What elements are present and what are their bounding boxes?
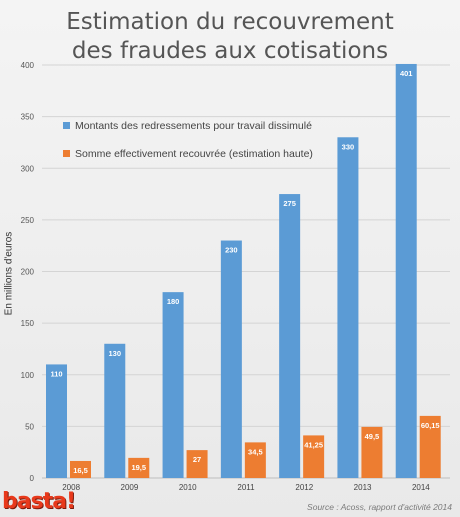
bar-2012-recouvre	[303, 435, 325, 478]
y-tick-label: 350	[21, 113, 35, 122]
bar-2013-recouvre	[361, 426, 383, 478]
chart-title: Estimation du recouvrement des fraudes a…	[0, 8, 460, 66]
bar-2010-recouvre	[186, 450, 208, 478]
bar-2014-redressements	[395, 63, 417, 478]
bar-2014-recouvre	[419, 415, 441, 478]
bar-2008-redressements	[46, 364, 67, 478]
x-tick-label-2014: 2014	[412, 483, 430, 492]
bar-label-2012-redressements: 275	[283, 199, 296, 208]
chart-title-line-2: des fraudes aux cotisations	[71, 38, 389, 64]
legend-swatch-2	[63, 150, 70, 157]
bar-label-2009-redressements: 130	[109, 349, 122, 358]
bar-label-2013-recouvre: 49,5	[365, 432, 380, 441]
y-tick-label: 150	[21, 319, 35, 328]
bar-2008-recouvre	[70, 460, 91, 478]
bar-2011-recouvre	[244, 442, 266, 478]
bar-label-2014-redressements: 401	[400, 69, 413, 78]
chart-title-line-1: Estimation du recouvrement	[66, 9, 394, 35]
x-tick-label-2013: 2013	[354, 483, 372, 492]
y-tick-label: 400	[21, 61, 35, 70]
legend-swatch-1	[63, 122, 70, 129]
y-tick-label: 0	[30, 474, 35, 483]
bar-2011-redressements	[220, 240, 242, 478]
bar-2013-redressements	[337, 137, 359, 478]
bar-label-2010-redressements: 180	[167, 297, 180, 306]
bar-label-2011-recouvre: 34,5	[248, 447, 263, 456]
basta-logo: basta!	[2, 489, 76, 514]
y-axis-label: En millions d'euros	[3, 231, 15, 316]
bar-label-2010-recouvre: 27	[193, 455, 201, 464]
y-tick-label: 250	[21, 216, 35, 225]
y-axis-label-wrap: En millions d'euros	[2, 200, 16, 350]
x-tick-label-2009: 2009	[121, 483, 139, 492]
bar-label-2014-recouvre: 60,15	[421, 421, 440, 430]
legend-label-1: Montants des redressements pour travail …	[75, 120, 312, 132]
source-note: Source : Acoss, rapport d'activité 2014	[307, 502, 452, 512]
bar-label-2009-recouvre: 19,5	[131, 463, 146, 472]
bar-label-2008-redressements: 110	[50, 369, 62, 378]
bar-label-2011-redressements: 230	[225, 246, 238, 255]
legend-label-2: Somme effectivement recouvrée (estimatio…	[75, 148, 313, 160]
bar-2012-redressements	[279, 194, 301, 478]
x-tick-label-2010: 2010	[179, 483, 197, 492]
bar-2010-redressements	[162, 292, 184, 478]
y-tick-label: 300	[21, 164, 35, 173]
x-tick-label-2011: 2011	[237, 483, 255, 492]
bar-2009-recouvre	[128, 457, 150, 478]
bar-2009-redressements	[104, 343, 126, 478]
bar-label-2013-redressements: 330	[342, 142, 355, 151]
y-tick-label: 200	[21, 268, 35, 277]
bar-label-2012-recouvre: 41,25	[304, 440, 323, 449]
y-tick-label: 100	[21, 371, 35, 380]
y-tick-label: 50	[25, 422, 34, 431]
x-tick-label-2008: 2008	[62, 483, 80, 492]
x-tick-label-2012: 2012	[295, 483, 313, 492]
bar-label-2008-recouvre: 16,5	[73, 466, 88, 475]
